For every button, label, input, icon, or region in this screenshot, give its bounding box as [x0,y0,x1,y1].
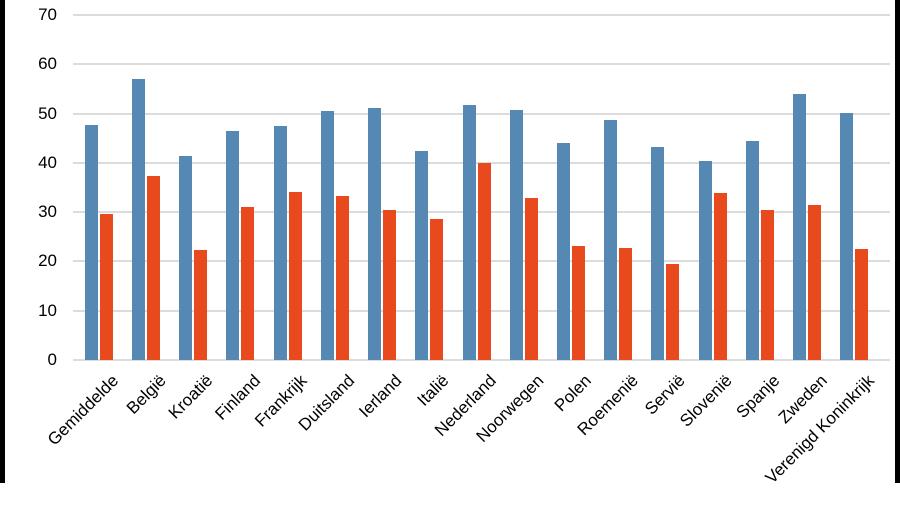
bar-orange-11 [571,246,585,360]
bar-group-9 [462,105,491,360]
y-tick-label-30: 30 [38,202,57,222]
bar-blue-6 [320,110,334,360]
gridline-40 [73,161,890,164]
x-category-label-2: België [122,371,170,418]
bar-blue-8 [415,151,429,360]
bar-blue-10 [509,110,523,360]
bar-group-1 [84,125,113,360]
bar-orange-9 [477,163,491,360]
gridline-60 [73,63,890,66]
bar-blue-16 [793,93,807,360]
x-category-label-7: Ierland [355,371,406,422]
bar-orange-16 [808,205,822,360]
bar-orange-3 [194,249,208,360]
y-tick-label-0: 0 [47,350,57,369]
bar-blue-12 [604,119,618,360]
x-category-label-14: Slovenië [676,371,737,431]
y-tick-label-20: 20 [38,251,57,271]
bar-group-17 [840,113,869,360]
y-tick-label-60: 60 [38,54,57,74]
gridline-70 [73,14,890,16]
bar-orange-10 [524,198,538,360]
bar-group-6 [320,110,349,360]
bar-group-2 [131,78,160,360]
bar-orange-1 [99,214,113,360]
y-tick-label-70: 70 [38,5,57,24]
bar-group-16 [793,93,822,360]
bar-blue-7 [368,107,382,360]
bar-orange-13 [666,263,680,360]
x-category-label-8: Italië [413,371,453,410]
bar-group-3 [179,155,208,360]
x-category-label-3: Kroatië [164,371,217,423]
bar-orange-7 [383,210,397,360]
x-axis-line [73,359,890,361]
bar-group-4 [226,130,255,360]
bar-group-11 [556,143,585,360]
bar-orange-6 [335,195,349,360]
bar-blue-13 [651,147,665,360]
bar-blue-3 [179,155,193,360]
plot-area [73,14,890,361]
right-border-line [895,0,900,483]
bar-blue-5 [273,126,287,360]
bar-orange-17 [855,248,869,360]
x-category-label-11: Polen [550,371,595,416]
x-category-label-1: Gemiddelde [43,371,123,450]
bar-blue-4 [226,130,240,360]
bar-blue-2 [131,78,145,360]
bar-orange-8 [430,218,444,360]
bar-group-5 [273,126,302,360]
y-tick-label-40: 40 [38,152,57,172]
bar-blue-1 [84,125,98,360]
left-border-line [0,0,5,483]
bar-orange-15 [760,210,774,360]
bar-blue-14 [698,160,712,360]
bar-group-10 [509,110,538,360]
bar-group-13 [651,147,680,360]
bar-orange-14 [713,192,727,360]
bar-blue-11 [556,143,570,360]
bar-orange-12 [619,248,633,360]
bar-blue-9 [462,105,476,360]
bar-group-14 [698,160,727,360]
bar-group-15 [745,141,774,360]
y-tick-label-10: 10 [38,300,57,320]
bar-group-8 [415,151,444,360]
bar-group-7 [368,107,397,360]
bar-blue-17 [840,113,854,360]
bar-orange-5 [288,191,302,360]
bar-orange-2 [146,176,160,360]
gridline-50 [73,112,890,115]
bar-blue-15 [745,141,759,360]
bar-group-12 [604,119,633,360]
y-tick-label-50: 50 [38,103,57,123]
bar-orange-4 [241,207,255,360]
